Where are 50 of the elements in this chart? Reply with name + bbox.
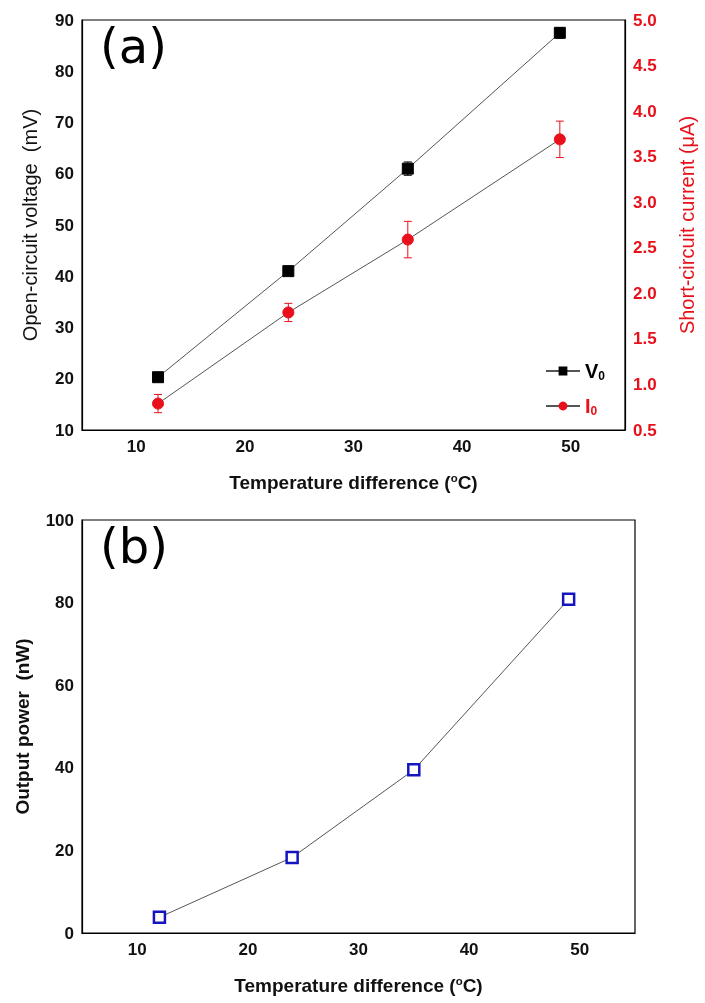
point xyxy=(152,397,165,410)
x-tick-label: 20 xyxy=(238,940,258,959)
point xyxy=(553,133,566,146)
y-tick-label: 30 xyxy=(55,318,74,337)
x-tick-label: 30 xyxy=(349,940,368,959)
point xyxy=(401,233,414,246)
y-axis-title: Output power (nW) xyxy=(12,638,33,815)
y-tick-label: 70 xyxy=(55,113,74,132)
y2-tick-label: 1.0 xyxy=(633,374,657,394)
point xyxy=(285,850,299,865)
x-tick-label: 40 xyxy=(459,940,479,959)
x-tick-label: 10 xyxy=(127,940,147,959)
x-tick-label: 20 xyxy=(235,437,255,456)
y2-tick-label: 3.5 xyxy=(633,147,657,167)
x-tick-label: 30 xyxy=(344,437,363,456)
y2-tick-label: 3.0 xyxy=(633,192,657,212)
y2-tick-label: 2.0 xyxy=(633,283,657,303)
y2-tick-label: 4.5 xyxy=(633,56,657,76)
y-tick-label: 50 xyxy=(55,215,74,235)
y2-tick-label: 5.0 xyxy=(633,10,657,30)
point xyxy=(561,592,576,607)
point xyxy=(152,371,165,384)
x-tick-label: 40 xyxy=(452,437,472,456)
point xyxy=(407,763,421,777)
y-axis-title: Open-circuit voltage (mV) xyxy=(19,108,41,342)
y2-axis-title: Short-circuit current (μA) xyxy=(676,115,698,335)
x-tick-label: 10 xyxy=(126,437,146,456)
annotation: (b) xyxy=(100,518,168,574)
y-tick-label: 0 xyxy=(64,923,74,943)
y-tick-label: 20 xyxy=(55,369,74,389)
y-tick-label: 80 xyxy=(55,61,74,81)
y-tick-label: 20 xyxy=(55,840,74,860)
point xyxy=(282,306,295,319)
y-tick-label: 60 xyxy=(55,675,74,695)
y-tick-label: 40 xyxy=(55,266,74,286)
y2-tick-label: 2.5 xyxy=(633,238,657,258)
y-tick-label: 90 xyxy=(55,10,74,30)
y-tick-label: 40 xyxy=(55,758,74,778)
point xyxy=(282,265,295,278)
y-tick-label: 10 xyxy=(55,420,74,440)
y2-tick-label: 0.5 xyxy=(633,420,657,440)
y-tick-label: 100 xyxy=(45,510,74,530)
y-tick-label: 60 xyxy=(55,164,74,184)
y2-tick-label: 1.5 xyxy=(633,329,657,349)
x-tick-label: 50 xyxy=(570,940,590,959)
x-tick-label: 50 xyxy=(561,437,581,456)
y-tick-label: 80 xyxy=(55,593,74,613)
y2-tick-label: 4.0 xyxy=(633,101,657,121)
point xyxy=(152,910,167,925)
annotation: (a) xyxy=(100,18,167,74)
